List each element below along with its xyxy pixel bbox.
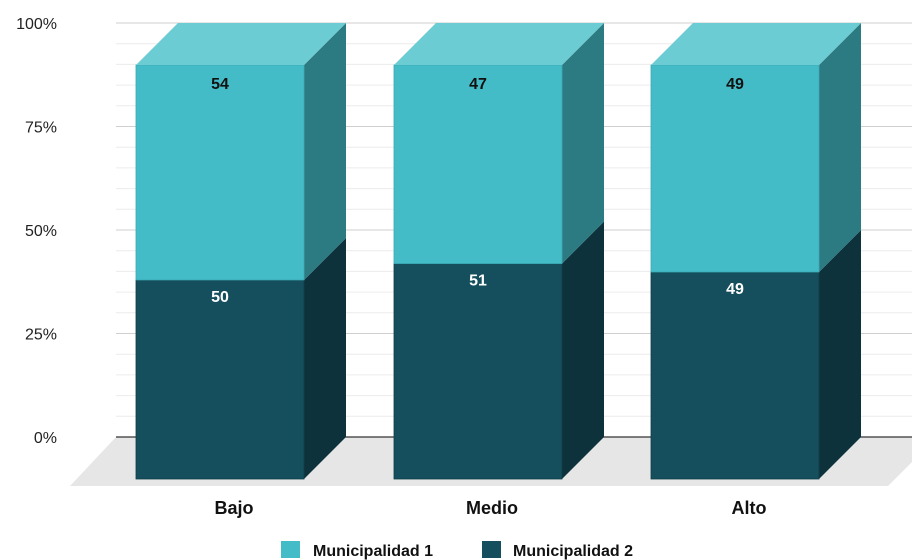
bar-top-face [651, 23, 861, 65]
y-tick-label: 50% [25, 223, 57, 240]
legend-label-municipalidad-1: Municipalidad 1 [313, 543, 433, 560]
bar-side-municipalidad-2 [562, 221, 604, 479]
bar-municipalidad-1 [650, 64, 820, 273]
legend-swatch-municipalidad-1 [281, 541, 300, 558]
bar-municipalidad-1 [393, 64, 563, 264]
bar-side-municipalidad-2 [304, 237, 346, 479]
category-label: Alto [732, 498, 767, 518]
bar-municipalidad-2 [650, 271, 820, 480]
y-tick-label: 25% [25, 327, 57, 344]
bar-municipalidad-1 [135, 64, 305, 281]
bar-side-municipalidad-1 [562, 23, 604, 264]
bar-municipalidad-2 [393, 263, 563, 480]
category-label: Medio [466, 498, 518, 518]
y-tick-label: 100% [16, 16, 57, 33]
data-label-municipalidad-1: 54 [211, 76, 229, 93]
bar-municipalidad-2 [135, 279, 305, 480]
data-label-municipalidad-2: 51 [469, 273, 487, 290]
data-label-municipalidad-1: 49 [726, 76, 744, 93]
y-tick-label: 75% [25, 120, 57, 137]
y-tick-label: 0% [34, 430, 57, 447]
bar-side-municipalidad-2 [819, 230, 861, 479]
bar-top-face [394, 23, 604, 65]
bar-side-municipalidad-1 [304, 23, 346, 280]
bar-top-face [136, 23, 346, 65]
data-label-municipalidad-2: 49 [726, 281, 744, 298]
data-label-municipalidad-1: 47 [469, 76, 487, 93]
category-label: Bajo [214, 498, 253, 518]
legend-swatch-municipalidad-2 [482, 541, 501, 558]
bar-side-municipalidad-1 [819, 23, 861, 272]
data-label-municipalidad-2: 50 [211, 289, 229, 306]
legend-label-municipalidad-2: Municipalidad 2 [513, 543, 633, 560]
